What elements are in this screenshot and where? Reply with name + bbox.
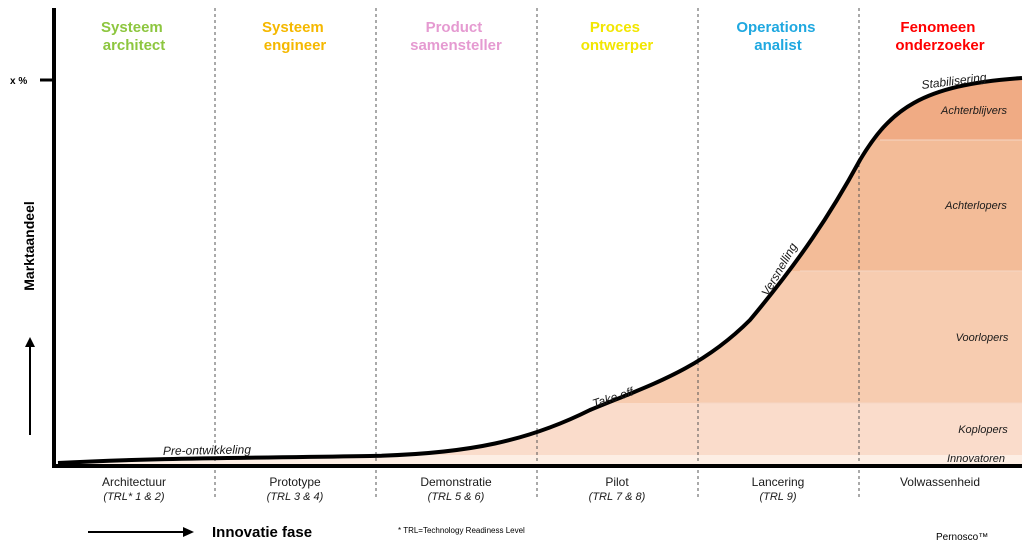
role-proces-ontwerper: Proces ontwerper <box>581 19 654 54</box>
segment-label-innovatoren: Innovatoren <box>947 453 1005 465</box>
band-separators <box>700 139 1022 404</box>
trl-footnote: * TRL=Technology Readiness Level <box>398 526 525 535</box>
phase-volwassenheid: Volwassenheid <box>900 475 980 489</box>
segment-labels: Achterblijvers Achterlopers Voorlopers K… <box>940 105 1009 465</box>
role-fenomeen-onderzoeker: Fenomeen onderzoeker <box>895 19 984 54</box>
adoption-curve <box>57 76 1023 465</box>
phase-architectuur: Architectuur <box>102 475 166 489</box>
phase-trl-architectuur: (TRL* 1 & 2) <box>103 491 164 503</box>
phase-pilot: Pilot <box>605 475 629 489</box>
segment-label-achterblijvers: Achterblijvers <box>940 105 1008 117</box>
phase-trl-pilot: (TRL 7 & 8) <box>589 491 646 503</box>
curve-label-pre-ontwikkeling: Pre-ontwikkeling <box>163 442 252 458</box>
band-voorlopers <box>58 271 1022 403</box>
segment-label-voorlopers: Voorlopers <box>956 332 1009 344</box>
adopter-bands <box>58 78 1022 464</box>
brand-label: Pernosco™ <box>936 532 988 543</box>
x-axis-title: Innovatie fase <box>212 524 312 541</box>
x-axis-arrow-icon <box>88 527 194 537</box>
phase-trl-demonstratie: (TRL 5 & 6) <box>428 491 485 503</box>
y-axis-tick-label: x % <box>10 76 27 87</box>
role-operations-analist: Operations analist <box>736 19 819 54</box>
phase-labels: Architectuur (TRL* 1 & 2) Prototype (TRL… <box>102 475 980 503</box>
segment-label-koplopers: Koplopers <box>958 424 1008 436</box>
phase-demonstratie: Demonstratie <box>420 475 492 489</box>
band-innovatoren <box>58 455 1022 464</box>
phase-lancering: Lancering <box>752 475 805 489</box>
role-systeem-architect: Systeem architect <box>101 19 167 54</box>
phase-trl-lancering: (TRL 9) <box>759 491 796 503</box>
band-achterlopers <box>58 140 1022 271</box>
role-headings: Systeem architect Systeem engineer Produ… <box>101 19 985 54</box>
y-axis-arrow-icon <box>25 337 35 435</box>
phase-prototype: Prototype <box>269 475 321 489</box>
role-systeem-engineer: Systeem engineer <box>262 19 328 54</box>
segment-label-achterlopers: Achterlopers <box>944 200 1007 212</box>
y-axis-title: Marktaandeel <box>21 201 37 290</box>
role-product-samensteller: Product samensteller <box>410 19 502 54</box>
phase-trl-prototype: (TRL 3 & 4) <box>267 491 324 503</box>
